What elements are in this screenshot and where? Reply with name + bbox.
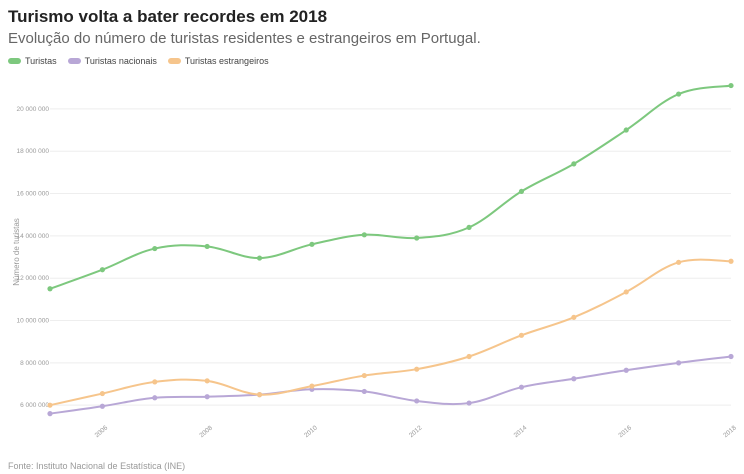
data-point[interactable]: [256, 392, 263, 398]
x-tick-label: 2006: [94, 424, 110, 439]
data-point[interactable]: [47, 402, 53, 408]
data-point[interactable]: [152, 245, 158, 252]
data-point[interactable]: [571, 314, 577, 320]
legend-swatch-turistas-nacionais: [67, 58, 81, 64]
legend-item-turistas-estrangeiros[interactable]: Turistas estrangeiros: [167, 56, 269, 66]
legend-item-turistas-nacionais[interactable]: Turistas nacionais: [67, 56, 157, 66]
y-tick-label: 10 000 000: [16, 318, 49, 325]
data-point[interactable]: [571, 161, 577, 167]
series-turistas: [47, 82, 734, 292]
data-point[interactable]: [99, 403, 105, 409]
x-axis-ticks: 2006 2008 2010 2012 2014 2016 2018: [94, 424, 738, 439]
y-axis-ticks: 6 000 000 8 000 000 10 000 000 12 000 000 14…: [16, 106, 49, 409]
data-point[interactable]: [571, 376, 577, 382]
data-point[interactable]: [361, 372, 367, 379]
legend-swatch-turistas: [8, 58, 21, 64]
data-point[interactable]: [47, 286, 53, 292]
data-point[interactable]: [361, 388, 367, 395]
data-point[interactable]: [99, 267, 105, 273]
data-point[interactable]: [623, 127, 629, 133]
data-point[interactable]: [623, 289, 629, 295]
series-line-turistas-nacionais: [49, 355, 732, 415]
legend-swatch-turistas-estrangeiros: [167, 58, 181, 64]
series-line-turistas: [49, 84, 732, 290]
y-tick-label: 6 000 000: [20, 402, 49, 409]
data-point[interactable]: [518, 188, 525, 195]
data-point[interactable]: [728, 258, 734, 264]
x-tick-label: 2010: [303, 424, 319, 439]
data-point[interactable]: [204, 243, 210, 250]
data-point[interactable]: [466, 224, 472, 230]
data-point[interactable]: [466, 400, 472, 406]
data-point[interactable]: [152, 395, 158, 401]
x-tick-label: 2014: [513, 424, 529, 439]
x-tick-label: 2018: [722, 424, 738, 439]
legend: Turistas Turistas nacionais Turistas est…: [8, 56, 280, 66]
y-tick-label: 14 000 000: [16, 233, 49, 240]
data-point[interactable]: [309, 241, 315, 247]
y-tick-label: 8 000 000: [20, 360, 49, 367]
data-point[interactable]: [99, 390, 105, 397]
data-point[interactable]: [152, 379, 158, 385]
gridlines: [50, 108, 731, 406]
x-tick-label: 2012: [408, 424, 424, 439]
x-tick-label: 2016: [617, 424, 633, 439]
y-axis-label: Número de turistas: [12, 218, 21, 286]
data-point[interactable]: [414, 366, 420, 372]
data-point[interactable]: [728, 82, 734, 89]
source-note: Fonte: Instituto Nacional de Estatística…: [8, 461, 186, 471]
data-point[interactable]: [256, 255, 263, 261]
y-tick-label: 20 000 000: [16, 106, 49, 113]
data-point[interactable]: [309, 383, 315, 389]
data-point[interactable]: [414, 235, 420, 241]
data-point[interactable]: [676, 259, 682, 265]
data-point[interactable]: [676, 91, 682, 97]
legend-item-turistas[interactable]: Turistas: [8, 56, 57, 66]
series-turistas-estrangeiros: [47, 258, 734, 408]
chart-subtitle: Evolução do número de turistas residente…: [8, 30, 481, 47]
x-tick-label: 2008: [198, 424, 214, 439]
y-tick-label: 16 000 000: [16, 191, 49, 198]
legend-label-turistas-nacionais: Turistas nacionais: [84, 56, 157, 66]
chart-title: Turismo volta a bater recordes em 2018: [8, 7, 328, 26]
data-point[interactable]: [204, 378, 210, 384]
data-point[interactable]: [414, 398, 420, 404]
series-layer: [47, 82, 734, 417]
data-point[interactable]: [676, 360, 682, 366]
legend-label-turistas-estrangeiros: Turistas estrangeiros: [184, 56, 269, 66]
data-point[interactable]: [518, 384, 525, 390]
y-tick-label: 18 000 000: [16, 148, 49, 155]
data-point[interactable]: [728, 353, 734, 360]
data-point[interactable]: [361, 232, 367, 238]
data-point[interactable]: [518, 332, 525, 338]
legend-label-turistas: Turistas: [25, 56, 57, 66]
data-point[interactable]: [47, 411, 53, 417]
data-point[interactable]: [204, 394, 210, 400]
data-point[interactable]: [623, 367, 629, 373]
data-point[interactable]: [466, 353, 472, 360]
y-tick-label: 12 000 000: [16, 275, 49, 282]
series-line-turistas-estrangeiros: [49, 258, 732, 407]
